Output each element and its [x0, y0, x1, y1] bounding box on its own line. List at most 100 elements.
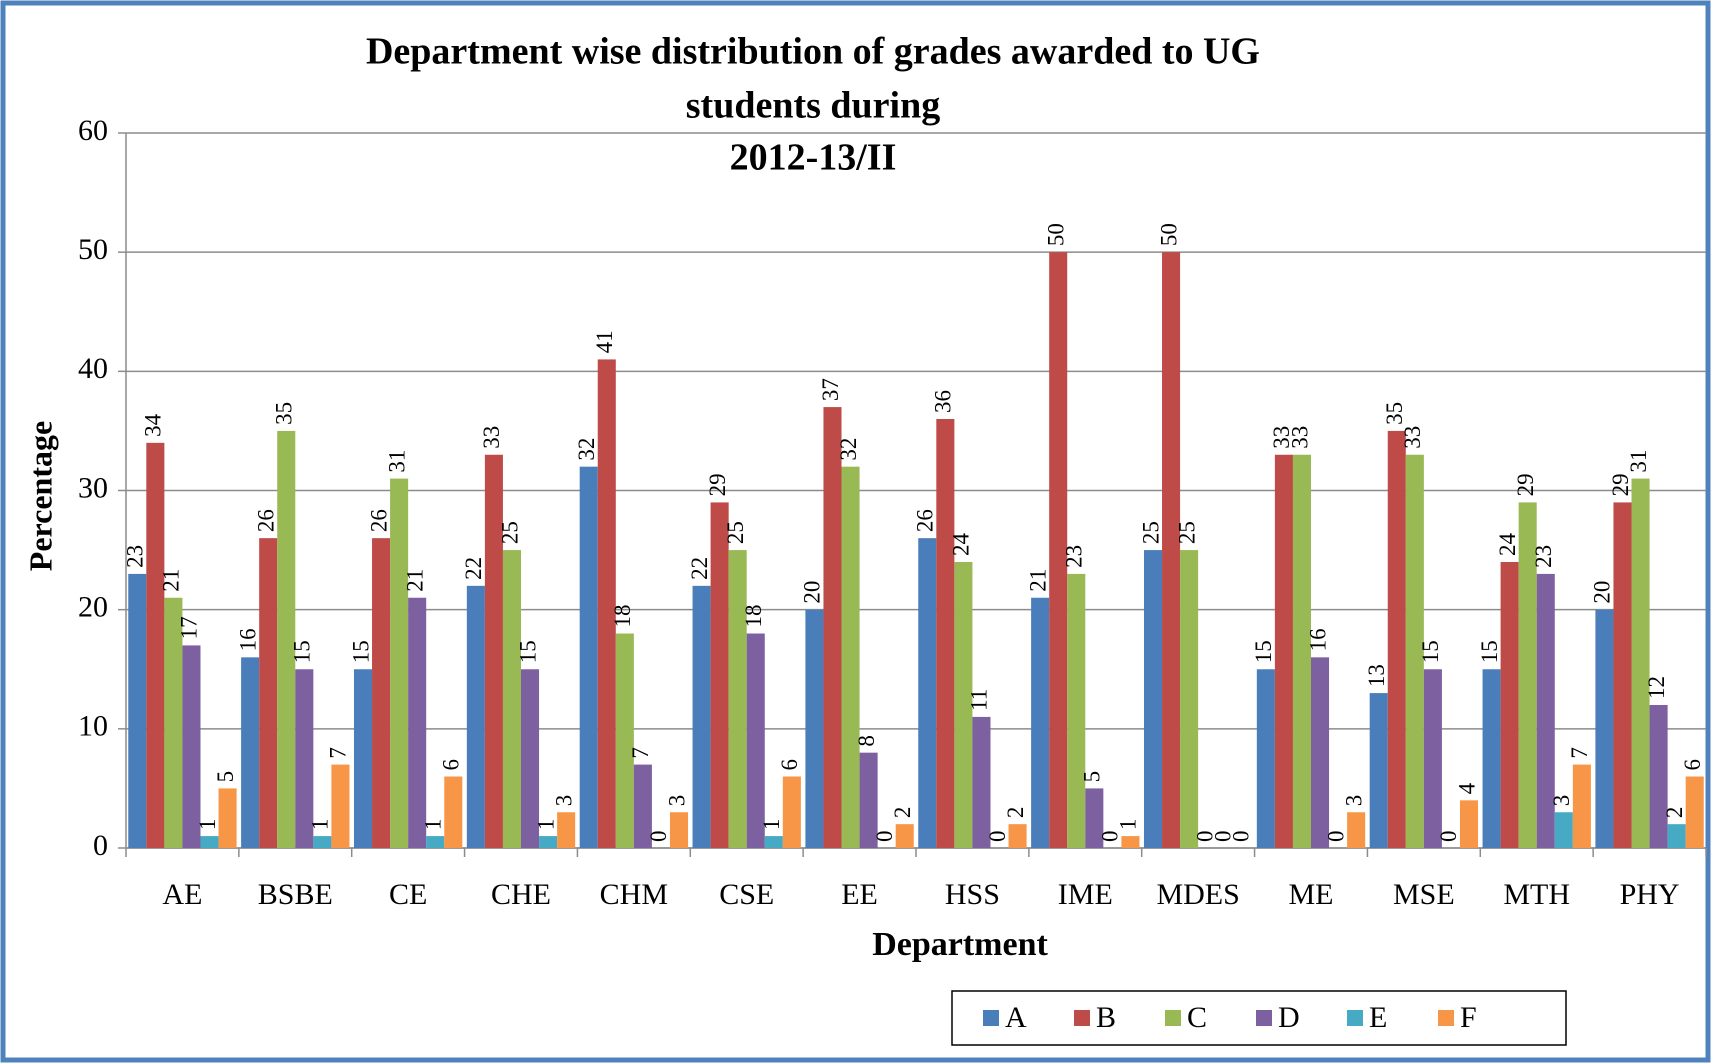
- bar: [1423, 669, 1442, 848]
- bar: [1180, 550, 1199, 848]
- chart-title: students during: [686, 85, 940, 127]
- x-tick-label: ME: [1289, 878, 1334, 911]
- bar: [1067, 573, 1086, 848]
- bar: [1572, 764, 1591, 848]
- data-label: 31: [1626, 450, 1651, 473]
- data-label: 0: [646, 831, 671, 843]
- data-label: 34: [141, 413, 166, 437]
- bar: [1518, 502, 1537, 848]
- x-tick-label: CHE: [491, 878, 551, 911]
- bar: [823, 407, 842, 848]
- legend-box: [951, 990, 1567, 1046]
- bar: [372, 538, 391, 848]
- bar: [259, 538, 278, 848]
- x-tick-label: EE: [841, 878, 878, 911]
- y-tick-label: 20: [78, 591, 108, 624]
- data-label: 7: [326, 747, 351, 759]
- bar: [633, 764, 652, 848]
- bar: [954, 562, 973, 848]
- bar: [1649, 705, 1668, 848]
- data-label: 8: [854, 735, 879, 747]
- x-tick-label: MDES: [1156, 878, 1239, 911]
- data-label: 7: [1567, 747, 1592, 759]
- x-tick-label: IME: [1058, 878, 1113, 911]
- data-label: 50: [1156, 223, 1181, 246]
- bar: [1613, 502, 1632, 848]
- bar: [128, 573, 147, 848]
- legend-swatch: [983, 1010, 999, 1026]
- data-label: 1: [759, 819, 784, 831]
- legend-label: B: [1096, 1001, 1116, 1034]
- data-label: 3: [1549, 795, 1574, 807]
- data-label: 1: [1116, 819, 1141, 831]
- data-label: 24: [1495, 533, 1520, 557]
- y-tick-label: 10: [78, 710, 108, 743]
- chart-title: 2012-13/II: [730, 137, 897, 179]
- x-tick-label: CSE: [719, 878, 774, 911]
- bar: [1554, 812, 1573, 848]
- bar: [1121, 836, 1140, 848]
- x-tick-label: PHY: [1620, 878, 1680, 911]
- bar: [1631, 478, 1650, 848]
- bar: [218, 788, 237, 848]
- bar: [408, 597, 427, 848]
- bar: [597, 359, 616, 848]
- data-label: 7: [628, 747, 653, 759]
- data-label: 4: [1454, 782, 1479, 794]
- data-label: 15: [1477, 640, 1502, 663]
- data-label: 36: [931, 390, 956, 413]
- bar: [444, 776, 463, 848]
- bar: [669, 812, 689, 848]
- data-label: 21: [159, 569, 184, 592]
- data-label: 35: [1382, 402, 1407, 425]
- data-label: 2: [890, 807, 915, 819]
- data-label: 41: [592, 330, 617, 353]
- data-label: 0: [1098, 831, 1123, 843]
- x-tick-label: AE: [162, 878, 202, 911]
- bar: [859, 752, 878, 848]
- data-label: 15: [290, 640, 315, 663]
- data-label: 0: [1192, 831, 1217, 843]
- data-label: 13: [1364, 664, 1389, 687]
- data-label: 1: [421, 819, 446, 831]
- legend-swatch: [1165, 1010, 1181, 1026]
- legend-label: E: [1369, 1001, 1387, 1034]
- bar: [539, 836, 558, 848]
- data-label: 15: [515, 640, 540, 663]
- data-label: 0: [1229, 831, 1254, 843]
- data-label: 21: [1025, 569, 1050, 592]
- bar: [841, 466, 860, 848]
- data-label: 32: [574, 438, 599, 461]
- data-label: 3: [551, 795, 576, 807]
- bar: [1405, 454, 1424, 848]
- data-label: 3: [1341, 795, 1366, 807]
- data-label: 25: [1138, 521, 1163, 544]
- data-label: 23: [123, 545, 148, 568]
- bar: [331, 764, 350, 848]
- data-label: 25: [1174, 521, 1199, 544]
- data-label: 33: [1400, 426, 1425, 449]
- legend-label: D: [1278, 1001, 1300, 1034]
- y-tick-label: 50: [78, 233, 108, 266]
- legend-swatch: [1438, 1010, 1454, 1026]
- data-label: 23: [1062, 545, 1087, 568]
- bar: [1667, 824, 1686, 848]
- data-label: 22: [687, 557, 712, 580]
- legend-swatch: [1347, 1010, 1363, 1026]
- data-label: 37: [818, 378, 843, 401]
- bar: [1049, 252, 1068, 848]
- y-tick-label: 60: [78, 114, 108, 147]
- bar: [1347, 812, 1366, 848]
- data-label: 2: [1003, 807, 1028, 819]
- data-label: 12: [1644, 676, 1669, 699]
- bar: [1459, 800, 1479, 848]
- y-tick-label: 30: [78, 471, 108, 504]
- bar: [466, 585, 485, 848]
- x-tick-label: CHM: [600, 878, 668, 911]
- data-label: 1: [308, 819, 333, 831]
- bar: [390, 478, 409, 848]
- bar: [1085, 788, 1104, 848]
- data-label: 25: [497, 521, 522, 544]
- bar: [1595, 609, 1614, 848]
